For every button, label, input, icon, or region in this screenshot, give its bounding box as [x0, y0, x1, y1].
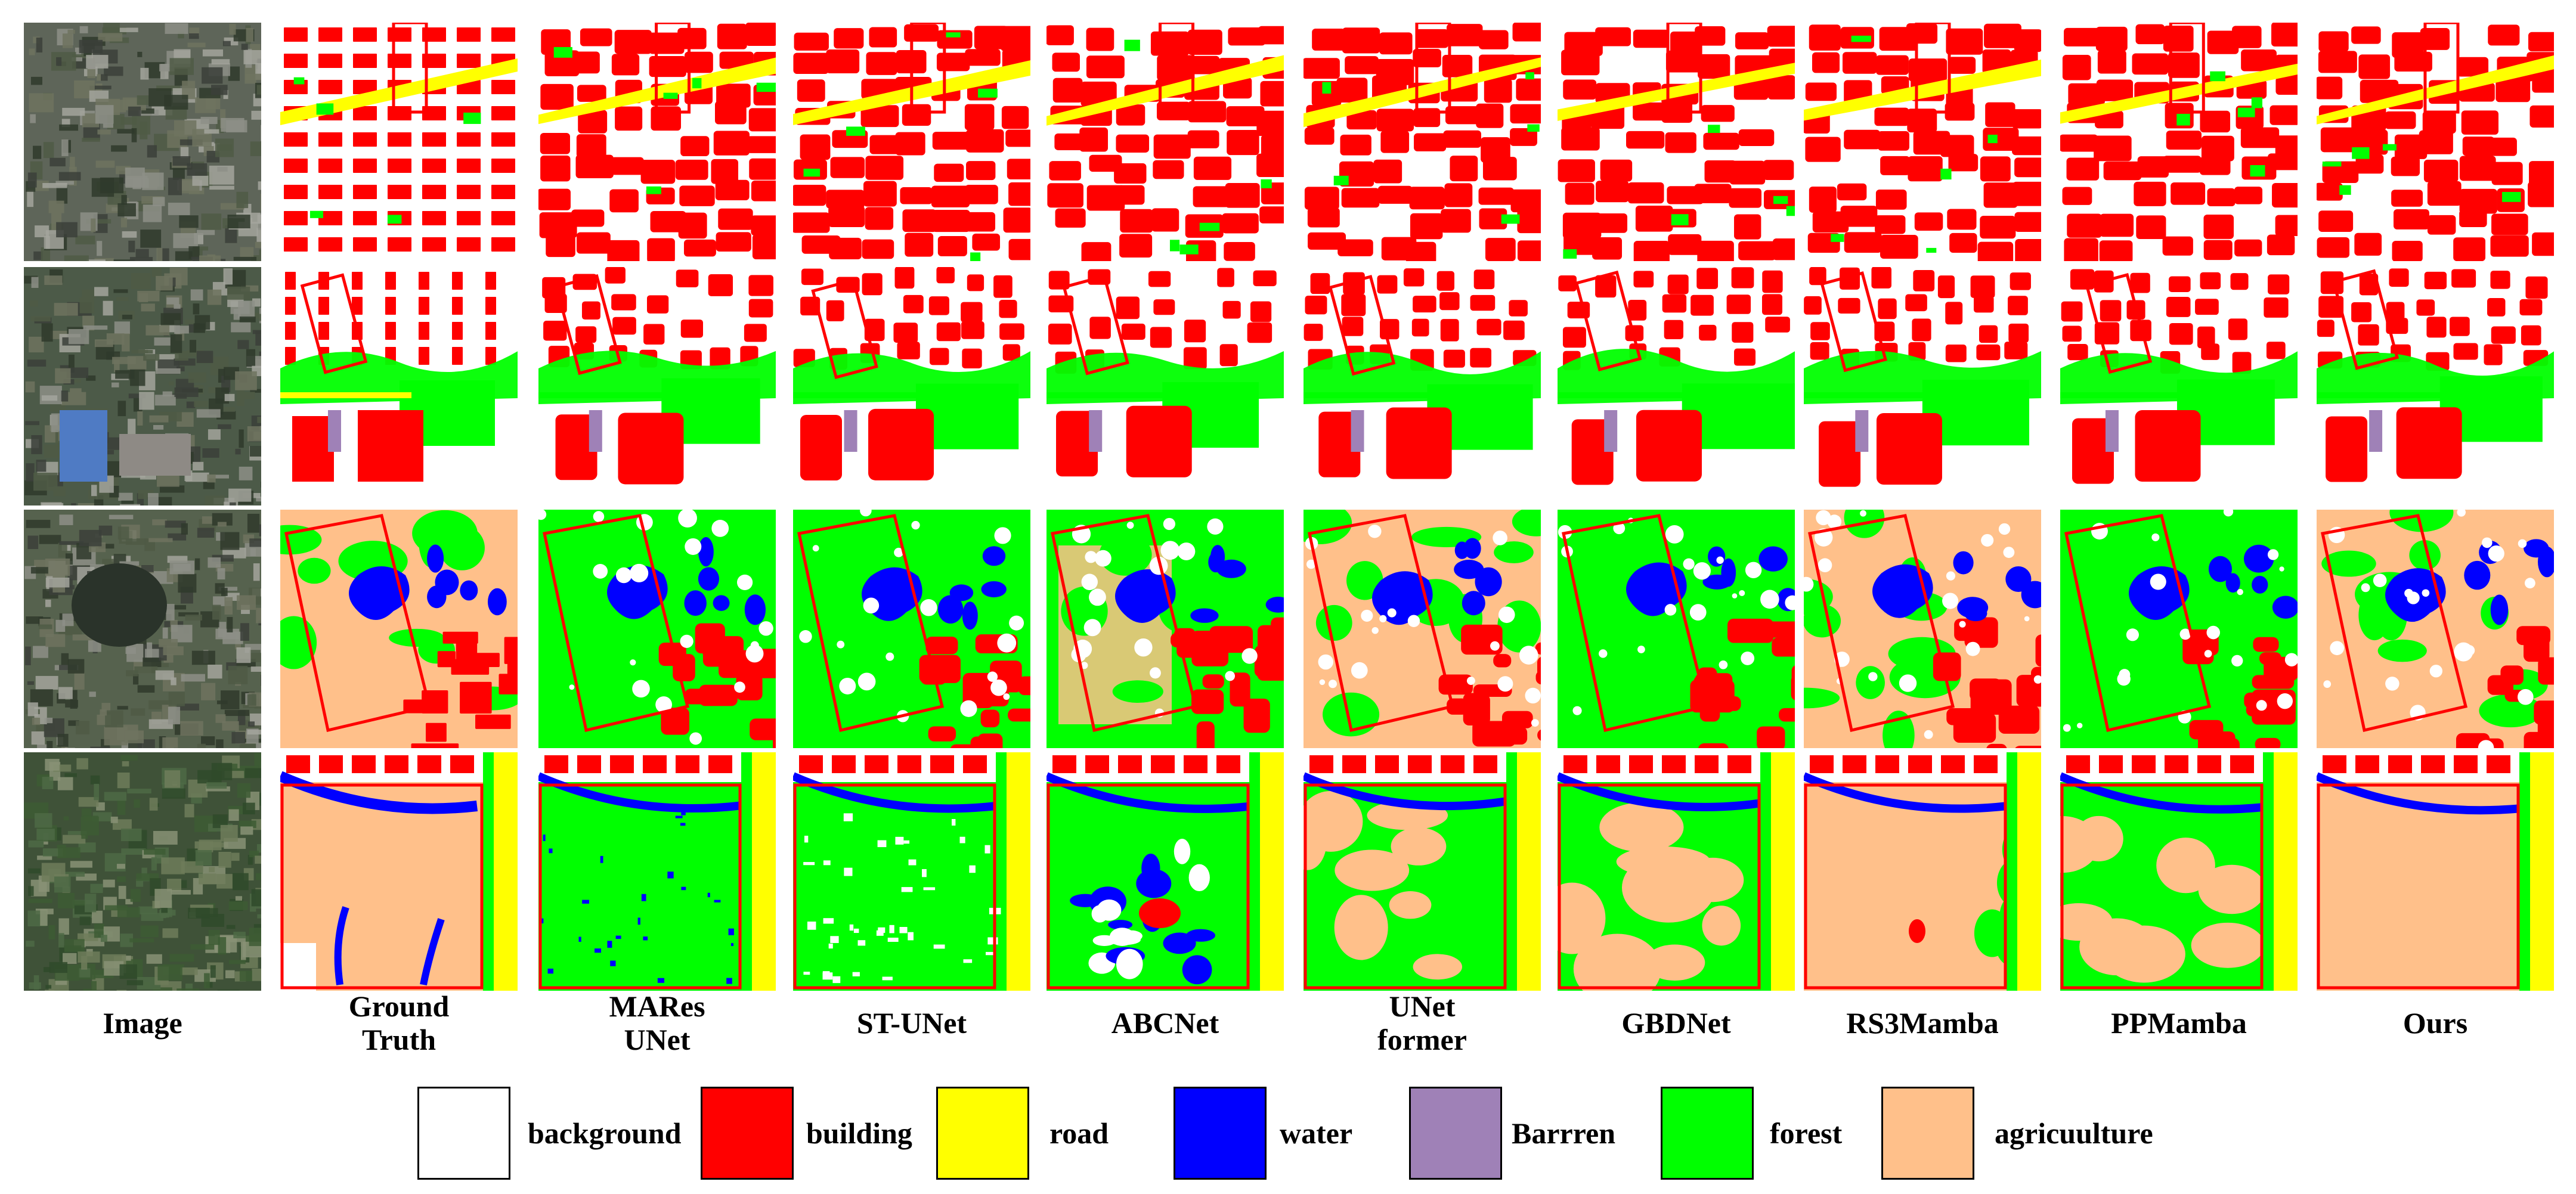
segmentation-map-r1-unetformer: [1304, 23, 1541, 261]
legend-label-barren: Barrren: [1512, 1117, 1616, 1150]
segmentation-map-r4-mares: [538, 752, 776, 991]
column-label-rs3mamba: RS3Mamba: [1846, 1006, 1999, 1040]
segmentation-map-r1-mares: [538, 23, 776, 261]
segmentation-map-r1-abcnet: [1046, 23, 1284, 261]
column-label-stunet: ST-UNet: [856, 1006, 967, 1040]
segmentation-map-r4-ours: [2317, 752, 2554, 991]
legend-label-background: background: [528, 1117, 682, 1150]
legend-swatch-agriculture: [1881, 1087, 1974, 1180]
segmentation-map-r4-unetformer: [1304, 752, 1541, 991]
legend-label-agriculture: agricuulture: [1995, 1117, 2153, 1150]
segmentation-map-r3-gbdnet: [1558, 510, 1795, 748]
column-label-image: Image: [103, 1006, 182, 1040]
segmentation-map-r1-ours: [2317, 23, 2554, 261]
segmentation-map-r1-gbdnet: [1558, 23, 1795, 261]
segmentation-map-r1-gt: [280, 23, 518, 261]
legend-swatch-road: [936, 1087, 1029, 1180]
segmentation-map-r3-gt: [280, 510, 518, 748]
segmentation-map-r4-rs3mamba: [1804, 752, 2041, 991]
legend-swatch-building: [701, 1087, 794, 1180]
segmentation-map-r2-mares: [538, 267, 776, 505]
legend-swatch-forest: [1661, 1087, 1754, 1180]
segmentation-map-r2-ours: [2317, 267, 2554, 505]
legend-swatch-barren: [1409, 1087, 1502, 1180]
column-label-gt: Ground Truth: [348, 990, 450, 1056]
segmentation-map-r2-stunet: [793, 267, 1030, 505]
segmentation-map-r4-stunet: [793, 752, 1030, 991]
segmentation-map-r4-gt: [280, 752, 518, 991]
segmentation-map-r3-mares: [538, 510, 776, 748]
column-label-abcnet: ABCNet: [1111, 1006, 1219, 1040]
legend-label-building: building: [806, 1117, 912, 1150]
segmentation-map-r4-gbdnet: [1558, 752, 1795, 991]
segmentation-map-r3-rs3mamba: [1804, 510, 2041, 748]
legend-label-road: road: [1049, 1117, 1109, 1150]
legend-swatch-water: [1174, 1087, 1267, 1180]
column-label-gbdnet: GBDNet: [1621, 1006, 1731, 1040]
segmentation-map-r2-ppmamba: [2060, 267, 2298, 505]
column-label-unetformer: UNet former: [1377, 990, 1467, 1056]
segmentation-map-r1-stunet: [793, 23, 1030, 261]
segmentation-map-r2-unetformer: [1304, 267, 1541, 505]
segmentation-map-r1-rs3mamba: [1804, 23, 2041, 261]
segmentation-map-r2-rs3mamba: [1804, 267, 2041, 505]
segmentation-map-r3-ppmamba: [2060, 510, 2298, 748]
segmentation-map-r3-ours: [2317, 510, 2554, 748]
segmentation-map-r3-unetformer: [1304, 510, 1541, 748]
segmentation-map-r2-gt: [280, 267, 518, 505]
legend-swatch-background: [417, 1087, 510, 1180]
segmentation-map-r4-ppmamba: [2060, 752, 2298, 991]
segmentation-map-r2-gbdnet: [1558, 267, 1795, 505]
segmentation-map-r2-abcnet: [1046, 267, 1284, 505]
input-image-r2-image: [24, 267, 261, 505]
legend-label-forest: forest: [1770, 1117, 1843, 1150]
column-label-mares: MARes UNet: [609, 990, 705, 1056]
input-image-r3-image: [24, 510, 261, 748]
segmentation-map-r3-abcnet: [1046, 510, 1284, 748]
column-label-ours: Ours: [2402, 1006, 2468, 1040]
segmentation-map-r4-abcnet: [1046, 752, 1284, 991]
input-image-r1-image: [24, 23, 261, 261]
column-label-ppmamba: PPMamba: [2111, 1006, 2247, 1040]
segmentation-map-r3-stunet: [793, 510, 1030, 748]
legend-label-water: water: [1280, 1117, 1353, 1150]
segmentation-map-r1-ppmamba: [2060, 23, 2298, 261]
input-image-r4-image: [24, 752, 261, 991]
